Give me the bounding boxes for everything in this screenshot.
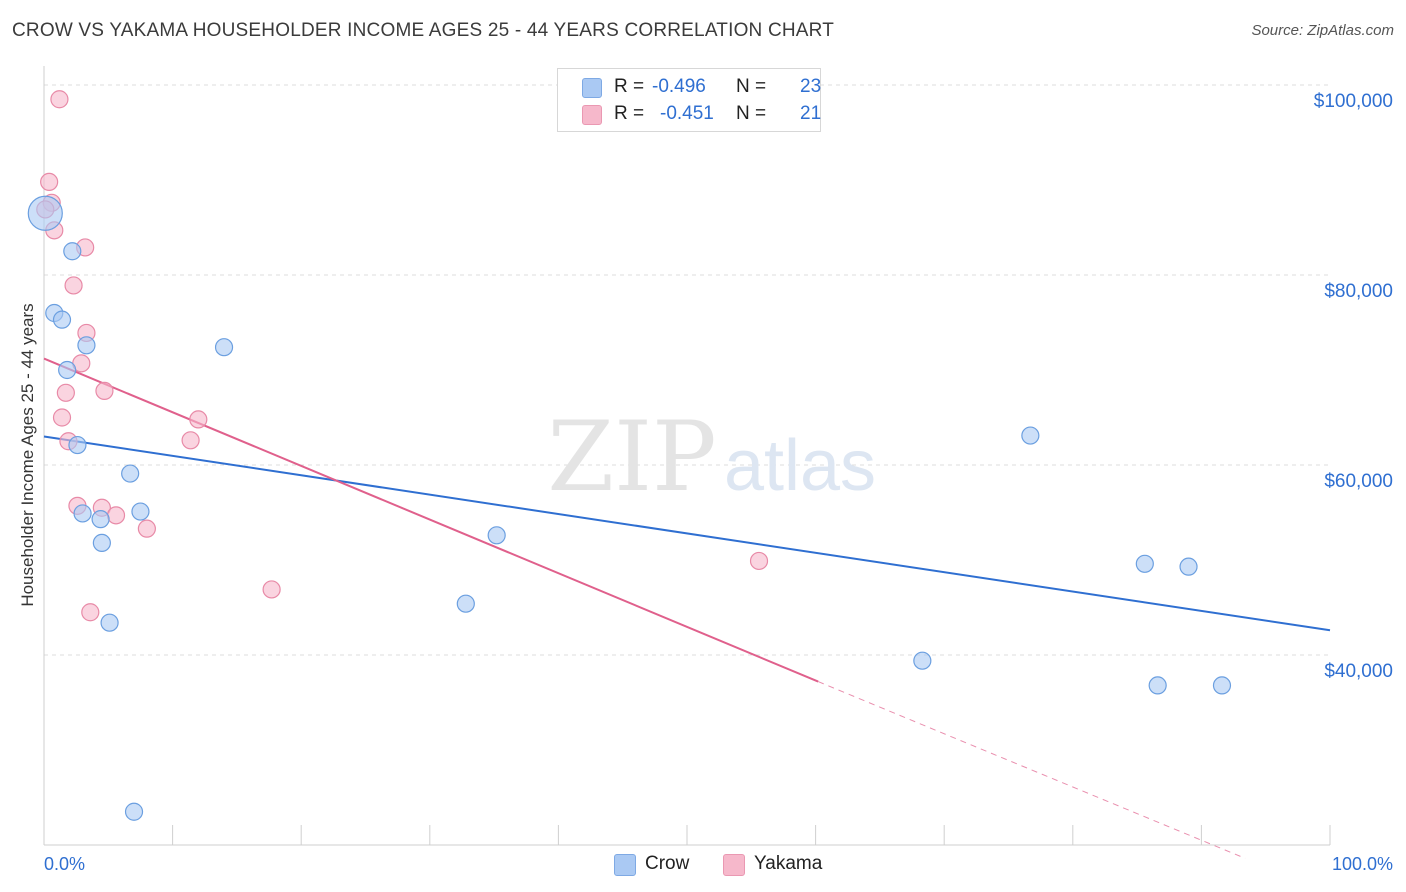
data-point-crow <box>1212 676 1232 695</box>
data-point-crow <box>68 435 87 455</box>
bottom-legend-label-yakama: Yakama <box>754 853 823 874</box>
data-point-yakama <box>64 276 83 295</box>
data-point-yakama <box>52 408 72 427</box>
data-point-crow <box>131 502 150 521</box>
data-point-yakama <box>50 90 69 109</box>
data-point-yakama <box>749 551 769 571</box>
data-point-crow <box>100 613 119 632</box>
legend-r-label: R = <box>614 76 645 97</box>
y-tick-label: $80,000 <box>1324 281 1393 302</box>
data-point-crow <box>1135 554 1154 573</box>
bottom-legend-swatch-yakama <box>723 854 745 876</box>
trend-line-extension-yakama <box>817 681 1246 859</box>
legend-n-label: N = <box>736 103 767 124</box>
data-points <box>27 90 1232 821</box>
legend-r-value: -0.496 <box>652 76 706 97</box>
data-point-crow <box>1179 557 1198 576</box>
trend-lines <box>43 357 1331 859</box>
data-point-yakama <box>95 381 114 400</box>
watermark-atlas: atlas <box>724 426 876 506</box>
data-point-crow <box>73 504 92 523</box>
legend-n-value: 21 <box>800 103 822 124</box>
data-point-yakama <box>106 506 126 525</box>
legend-n-label: N = <box>736 76 767 97</box>
data-point-crow <box>58 360 77 380</box>
y-tick-label: $100,000 <box>1314 91 1393 112</box>
legend-r-value: -0.451 <box>660 103 714 124</box>
data-point-yakama <box>40 172 59 191</box>
chart-title: CROW VS YAKAMA HOUSEHOLDER INCOME AGES 2… <box>12 20 835 41</box>
data-point-crow <box>52 310 72 329</box>
data-point-crow <box>214 338 234 357</box>
data-point-yakama <box>262 580 281 599</box>
bottom-legend-label-crow: Crow <box>645 853 690 874</box>
stats-legend: R = -0.496 N = 23 R = -0.451 N = 21 <box>557 68 821 132</box>
data-point-yakama <box>181 431 200 450</box>
legend-swatch-yakama <box>582 105 602 125</box>
tick-labels: $40,000 $60,000 $80,000 $100,000 0.0% 100.0% <box>44 91 1393 874</box>
data-point-crow <box>1021 426 1040 445</box>
data-point-yakama <box>56 383 75 402</box>
y-tick-label: $40,000 <box>1324 661 1393 682</box>
data-point-crow <box>1148 676 1167 695</box>
data-point-yakama <box>189 410 208 429</box>
x-tick-label: 100.0% <box>1332 854 1393 874</box>
watermark-zip: ZIP <box>547 401 716 513</box>
data-point-crow <box>91 510 110 529</box>
x-tick-label: 0.0% <box>44 854 85 874</box>
data-point-yakama <box>137 519 156 538</box>
y-tick-label: $60,000 <box>1324 471 1393 492</box>
data-point-crow <box>456 594 475 613</box>
legend-n-value: 23 <box>800 76 822 97</box>
data-point-crow <box>92 533 111 553</box>
trend-line-yakama <box>43 357 819 683</box>
gridlines <box>44 84 1330 656</box>
legend-swatch-crow <box>582 78 602 98</box>
source-label: Source: ZipAtlas.com <box>1251 22 1394 39</box>
data-point-crow <box>27 195 63 231</box>
bottom-legend-swatch-crow <box>614 854 636 876</box>
data-point-crow <box>487 526 506 545</box>
trend-line-crow <box>43 435 1331 632</box>
data-point-crow <box>77 336 96 355</box>
data-point-yakama <box>81 603 100 622</box>
data-point-crow <box>913 651 932 670</box>
data-point-crow <box>124 802 144 821</box>
data-point-crow <box>63 242 82 261</box>
data-point-crow <box>121 464 140 483</box>
legend-r-label: R = <box>614 103 645 124</box>
